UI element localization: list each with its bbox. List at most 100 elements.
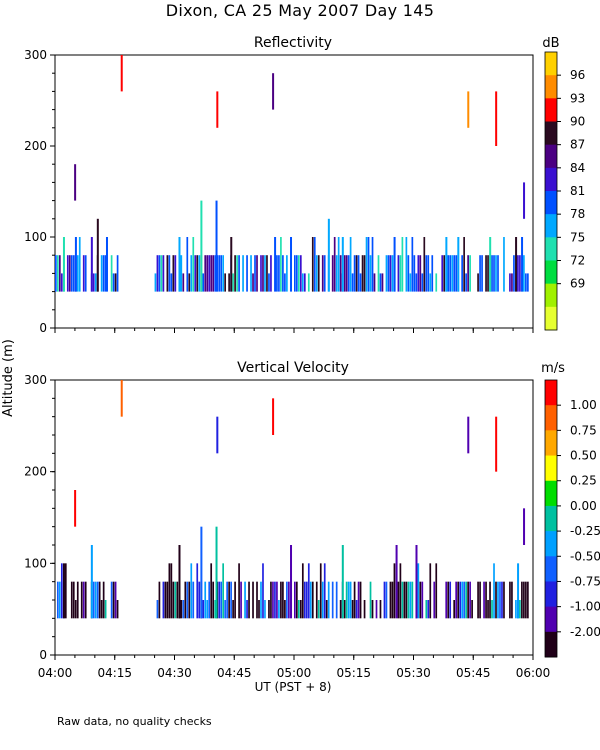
echo-cell — [192, 237, 195, 292]
echo-cell — [182, 273, 185, 292]
echo-cell — [270, 581, 272, 619]
echo-cell — [359, 581, 362, 619]
echo-cell — [503, 237, 505, 292]
echo-cell — [485, 255, 487, 292]
echo-cell — [461, 255, 463, 292]
echo-cell — [517, 255, 519, 292]
echo-cell — [321, 581, 324, 619]
isolated-echo — [523, 508, 526, 545]
echo-cell — [449, 255, 452, 292]
echo-cell — [82, 581, 85, 619]
echo-cell — [335, 581, 338, 619]
colorbar-label: -0.25 — [570, 524, 600, 538]
echo-cell — [258, 600, 260, 619]
echo-spike — [393, 237, 396, 292]
echo-cell — [527, 581, 529, 619]
colorbar-swatch — [545, 98, 557, 122]
echo-cell — [286, 581, 288, 619]
echo-spike — [105, 237, 108, 292]
echo-cell — [405, 237, 408, 292]
echo-cell — [278, 600, 280, 619]
echo-cell — [401, 581, 404, 619]
echo-cell — [315, 581, 318, 619]
echo-cell — [299, 255, 302, 292]
echo-cell — [311, 237, 314, 292]
echo-cell — [76, 255, 79, 292]
echo-cell — [511, 581, 513, 619]
echo-cell — [515, 600, 517, 619]
echo-cell — [60, 273, 63, 292]
colorbar-swatch — [545, 283, 557, 308]
echo-cell — [268, 600, 270, 619]
reflectivity-plot-area: 0 100 200 300 — [24, 48, 534, 335]
colorbar-swatch — [545, 405, 557, 431]
echo-cell — [102, 581, 105, 619]
echo-spike — [215, 200, 218, 292]
echo-cell — [226, 581, 228, 619]
echo-cell — [453, 255, 456, 292]
echo-cell — [280, 581, 282, 619]
echo-spike — [341, 237, 344, 292]
echo-cell — [357, 255, 360, 292]
echo-cell — [268, 273, 270, 292]
echo-cell — [256, 581, 258, 619]
echo-cell — [82, 255, 85, 292]
echo-spike — [415, 545, 418, 619]
echo-cell — [525, 581, 527, 619]
reflectivity-title: Reflectivity — [254, 35, 332, 51]
echo-cell — [313, 237, 316, 292]
colorbar-label: 0.25 — [570, 474, 597, 488]
echo-cell — [463, 237, 465, 292]
echo-cell — [158, 255, 161, 292]
echo-cell — [272, 581, 274, 619]
echo-cell — [435, 563, 438, 619]
echo-cell — [435, 273, 438, 292]
echo-spike — [290, 237, 293, 292]
echo-cell — [162, 255, 165, 292]
colorbar-label: 90 — [570, 115, 585, 129]
echo-cell — [389, 255, 392, 292]
reflectivity-panel: Reflectivity dB 0 100 200 300 96 93 90 87 84 81 7… — [24, 35, 585, 335]
echo-cell — [469, 255, 471, 292]
echo-cell — [270, 255, 272, 292]
echo-cell — [188, 581, 191, 619]
echo-cell — [379, 273, 382, 292]
echo-cell — [363, 600, 366, 619]
echo-cell — [58, 255, 61, 292]
isolated-echo — [216, 416, 219, 454]
echo-cell — [246, 255, 248, 292]
echo-cell — [164, 581, 167, 619]
echo-cell — [154, 273, 157, 292]
colorbar-label: 96 — [570, 68, 585, 82]
figure-title: Dixon, CA 25 May 2007 Day 145 — [165, 1, 435, 20]
echo-cell — [523, 581, 525, 619]
echo-cell — [214, 255, 217, 292]
echo-cell — [349, 237, 352, 292]
echo-cell — [487, 255, 489, 292]
footnote: Raw data, no quality checks — [57, 715, 212, 728]
echo-cell — [385, 255, 388, 292]
echo-cell — [110, 255, 113, 292]
echo-cell — [521, 581, 523, 619]
echo-spike — [90, 237, 93, 292]
echo-cell — [383, 581, 386, 619]
echo-cell — [172, 255, 175, 292]
echo-cell — [280, 237, 282, 292]
echo-cell — [303, 581, 306, 619]
echo-cell — [172, 581, 175, 619]
echo-cell — [339, 600, 342, 619]
colorbar-swatch — [545, 260, 557, 285]
echo-cell — [238, 255, 240, 292]
echo-spike — [62, 563, 65, 619]
echo-cell — [493, 563, 495, 619]
echo-cell — [371, 600, 374, 619]
echo-cell — [264, 600, 266, 619]
colorbar-swatch — [545, 237, 557, 261]
echo-cell — [445, 581, 448, 619]
echo-cell — [527, 273, 529, 292]
reflectivity-colorbar-unit: dB — [542, 36, 559, 51]
echo-cell — [194, 255, 197, 292]
echo-cell — [72, 581, 75, 619]
echo-cell — [449, 581, 452, 619]
echo-cell — [411, 237, 414, 292]
